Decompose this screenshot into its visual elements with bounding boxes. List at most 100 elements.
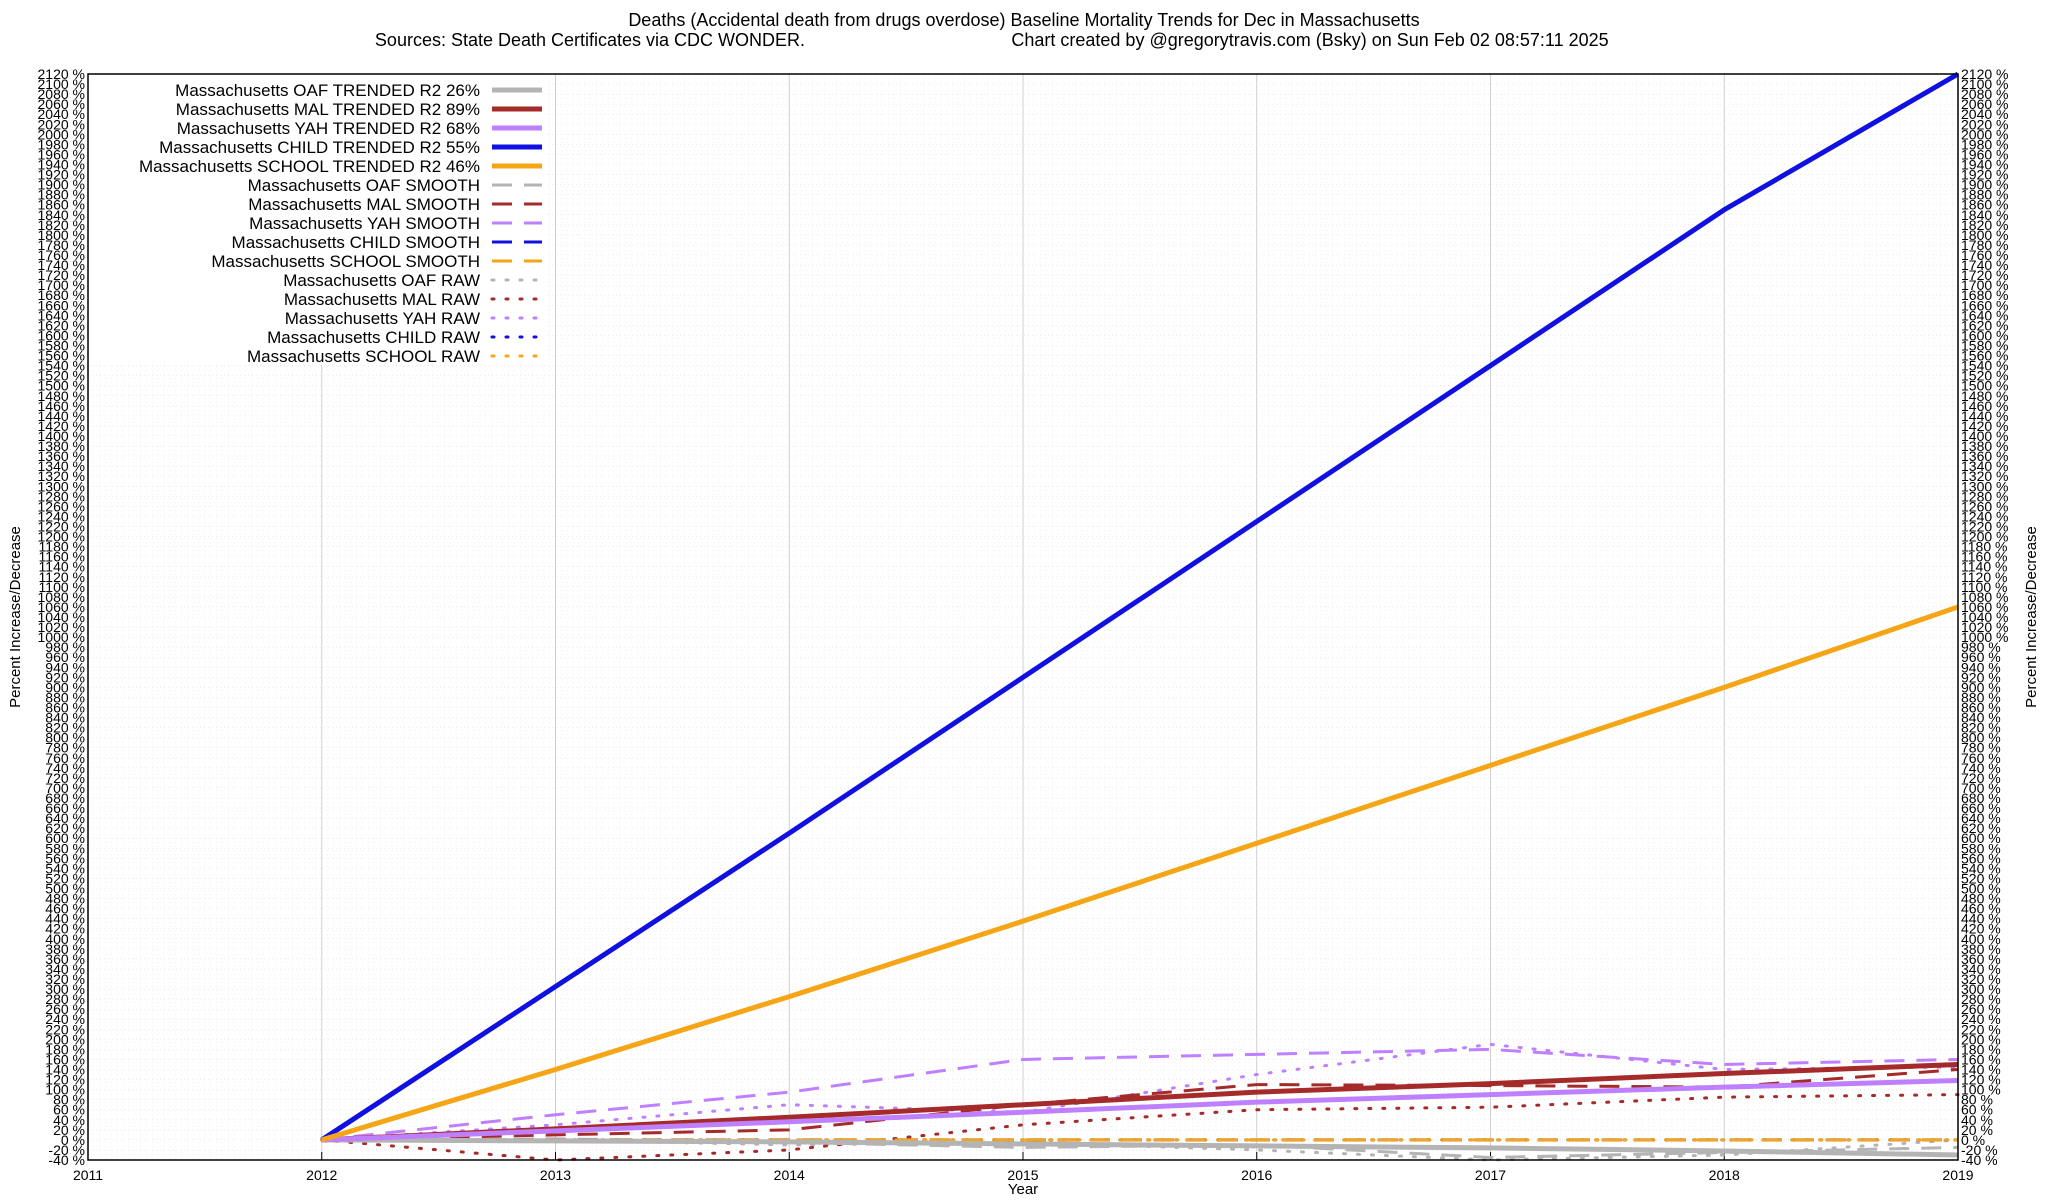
y-tick-label-right: 520 %	[1961, 870, 2001, 886]
y-tick-label-left: 1720 %	[38, 267, 85, 283]
legend-label: Massachusetts OAF TRENDED R2 26%	[175, 81, 480, 100]
y-tick-label-left: 560 %	[45, 850, 85, 866]
y-tick-label-left: 1340 %	[38, 458, 85, 474]
y-tick-label-right: 1180 %	[1961, 539, 2007, 555]
legend-label: Massachusetts SCHOOL RAW	[247, 347, 480, 366]
y-tick-label-left: 1440 %	[38, 408, 85, 424]
x-axis: 2011 2012 2013 2014 2015 2016 2017 2018 2019	[73, 1152, 1974, 1183]
y-tick-label-right: 440 %	[1961, 911, 2001, 927]
y-tick-label-left: 1940 %	[38, 157, 85, 173]
y-tick-label-right: 1200 %	[1961, 529, 2008, 545]
y-tick-label-right: 260 %	[1961, 1001, 2001, 1017]
legend: Massachusetts OAF TRENDED R2 26%Massachu…	[89, 75, 547, 366]
legend-label: Massachusetts MAL TRENDED R2 89%	[176, 100, 480, 119]
y-tick-label-left: 740 %	[45, 760, 85, 776]
y-tick-label-left: 1660 %	[38, 297, 85, 313]
y-tick-label-right: 160 %	[1961, 1051, 2001, 1067]
y-tick-label-left: 1360 %	[38, 448, 85, 464]
y-tick-label-right: -40 %	[1961, 1152, 1998, 1168]
y-tick-label-left: 1700 %	[38, 277, 85, 293]
legend-label: Massachusetts OAF SMOOTH	[248, 176, 480, 195]
y-tick-label-left: 1500 %	[38, 378, 85, 394]
y-tick-label-right: 1380 %	[1961, 438, 2008, 454]
y-tick-label-left: 1840 %	[38, 207, 85, 223]
y-tick-label-left: 2040 %	[38, 106, 85, 122]
y-tick-label-left: 300 %	[45, 981, 85, 997]
y-tick-label-right: 200 %	[1961, 1031, 2001, 1047]
y-tick-label-right: 40 %	[1961, 1112, 1993, 1128]
y-tick-label-left: 1480 %	[38, 388, 85, 404]
y-tick-label-left: 1000 %	[38, 629, 85, 645]
y-tick-label-right: 960 %	[1961, 649, 2001, 665]
y-tick-label-left: 680 %	[45, 790, 85, 806]
y-tick-label-right: 220 %	[1961, 1021, 2001, 1037]
y-tick-label-left: 140 %	[45, 1062, 85, 1078]
y-tick-label-right: 380 %	[1961, 941, 2001, 957]
y-tick-label-right: 980 %	[1961, 639, 2001, 655]
y-tick-label-right: 20 %	[1961, 1122, 1993, 1138]
y-tick-label-left: 1220 %	[38, 519, 85, 535]
legend-label: Massachusetts YAH SMOOTH	[249, 214, 480, 233]
y-tick-label-right: 280 %	[1961, 991, 2001, 1007]
y-tick-label-right: 360 %	[1961, 951, 2001, 967]
y-tick-label-right: 480 %	[1961, 891, 2001, 907]
x-tick-label: 2018	[1709, 1167, 1740, 1183]
y-tick-label-right: 2120 %	[1961, 66, 2008, 82]
series-line-mal-smooth	[321, 1068, 1959, 1142]
y-tick-label-right: 580 %	[1961, 840, 2001, 856]
y-tick-label-left: 800 %	[45, 730, 85, 746]
y-tick-label-left: 1460 %	[38, 398, 85, 414]
x-tick-label: 2012	[306, 1167, 337, 1183]
legend-label: Massachusetts MAL RAW	[284, 290, 480, 309]
y-tick-label-left: 1020 %	[38, 619, 85, 635]
y-tick-label-left: 1860 %	[38, 197, 85, 213]
y-tick-label-left: 2100 %	[38, 76, 85, 92]
legend-label: Massachusetts SCHOOL SMOOTH	[211, 252, 480, 271]
y-tick-label-right: 240 %	[1961, 1011, 2001, 1027]
y-tick-label-right: 1300 %	[1961, 478, 2008, 494]
y-tick-label-left: 1900 %	[38, 177, 85, 193]
y-tick-label-left: 1520 %	[38, 368, 85, 384]
y-tick-label-left: 1280 %	[38, 488, 85, 504]
y-tick-label-right: 1680 %	[1961, 287, 2008, 303]
y-tick-label-right: 640 %	[1961, 810, 2001, 826]
y-tick-label-left: 2060 %	[38, 96, 85, 112]
y-tick-label-right: 1640 %	[1961, 307, 2008, 323]
y-tick-label-left: 1100 %	[39, 579, 85, 595]
y-tick-label-left: 380 %	[45, 941, 85, 957]
y-tick-label-right: 1740 %	[1961, 257, 2008, 273]
y-tick-label-left: 1380 %	[38, 438, 85, 454]
y-axis-left: -40 %-20 %0 %20 %40 %60 %80 %100 %120 %1…	[38, 66, 85, 1168]
y-tick-label-left: 620 %	[45, 820, 85, 836]
y-tick-label-left: 1580 %	[38, 338, 85, 354]
y-tick-label-right: 180 %	[1961, 1041, 2001, 1057]
y-tick-label-right: 1420 %	[1961, 418, 2008, 434]
y-tick-label-right: 720 %	[1961, 770, 2001, 786]
y-tick-label-right: 700 %	[1961, 780, 2001, 796]
y-tick-label-left: 1880 %	[38, 187, 85, 203]
y-tick-label-right: 1080 %	[1961, 589, 2008, 605]
y-tick-label-right: 2100 %	[1961, 76, 2008, 92]
y-tick-label-right: 1920 %	[1961, 167, 2008, 183]
y-tick-label-left: 1300 %	[38, 478, 85, 494]
y-tick-label-left: 120 %	[45, 1072, 85, 1088]
y-tick-label-right: 1220 %	[1961, 519, 2008, 535]
y-tick-label-right: 340 %	[1961, 961, 2001, 977]
y-tick-label-left: 580 %	[45, 840, 85, 856]
x-tick-label: 2017	[1475, 1167, 1506, 1183]
y-tick-label-right: 320 %	[1961, 971, 2001, 987]
y-tick-label-left: 1320 %	[38, 468, 85, 484]
y-tick-label-right: 400 %	[1961, 931, 2001, 947]
y-tick-label-left: 1600 %	[38, 327, 85, 343]
y-axis-label: Percent Increase/Decrease	[7, 526, 24, 708]
y-tick-label-left: 420 %	[45, 921, 85, 937]
legend-label: Massachusetts YAH TRENDED R2 68%	[177, 119, 480, 138]
y-tick-label-right: 760 %	[1961, 750, 2001, 766]
x-tick-label: 2015	[1007, 1167, 1038, 1183]
y-tick-label-left: 720 %	[45, 770, 85, 786]
y-tick-label-right: 780 %	[1961, 740, 2001, 756]
y-tick-label-left: 220 %	[45, 1021, 85, 1037]
y-tick-label-left: 980 %	[45, 639, 85, 655]
y-tick-label-right: 80 %	[1961, 1092, 1993, 1108]
